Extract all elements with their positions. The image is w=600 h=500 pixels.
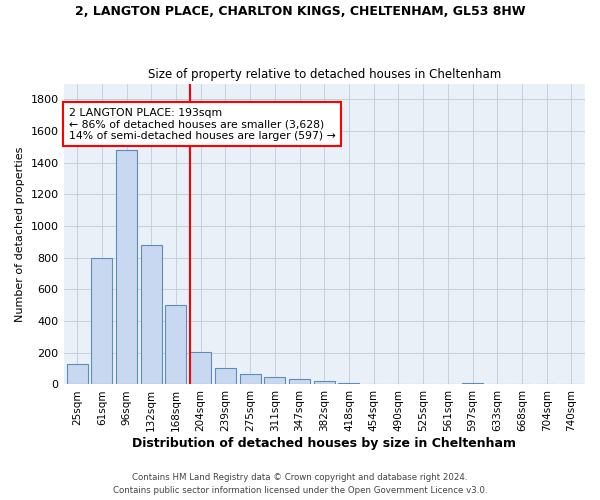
X-axis label: Distribution of detached houses by size in Cheltenham: Distribution of detached houses by size … (132, 437, 516, 450)
Text: Contains HM Land Registry data © Crown copyright and database right 2024.
Contai: Contains HM Land Registry data © Crown c… (113, 474, 487, 495)
Bar (141, 245, 162, 384)
Text: 2 LANGTON PLACE: 193sqm
← 86% of detached houses are smaller (3,628)
14% of semi: 2 LANGTON PLACE: 193sqm ← 86% of detache… (69, 108, 335, 141)
Text: 2, LANGTON PLACE, CHARLTON KINGS, CHELTENHAM, GL53 8HW: 2, LANGTON PLACE, CHARLTON KINGS, CHELTE… (75, 5, 525, 18)
Title: Size of property relative to detached houses in Cheltenham: Size of property relative to detached ho… (148, 68, 501, 81)
Bar (239, 374, 260, 384)
Bar (166, 306, 187, 384)
Bar (462, 382, 483, 384)
Bar (314, 382, 335, 384)
Bar (215, 368, 236, 384)
Bar (190, 352, 211, 384)
Y-axis label: Number of detached properties: Number of detached properties (15, 146, 25, 322)
Bar (265, 377, 286, 384)
Bar (116, 150, 137, 384)
Bar (67, 364, 88, 384)
Bar (289, 379, 310, 384)
Bar (91, 258, 112, 384)
Bar (338, 382, 359, 384)
